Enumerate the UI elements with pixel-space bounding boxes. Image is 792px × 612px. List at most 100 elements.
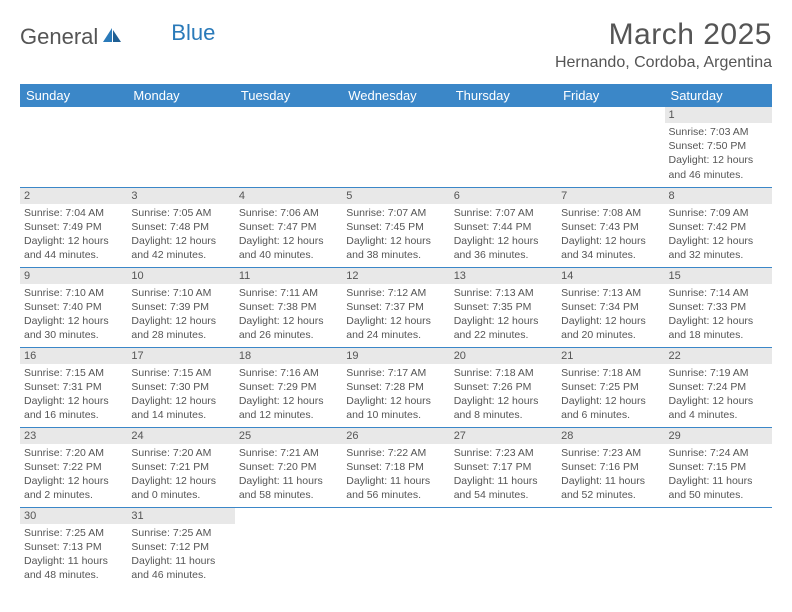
day-content: Sunrise: 7:13 AMSunset: 7:34 PMDaylight:… [557,284,664,347]
daylight-text: and 38 minutes. [346,248,445,262]
calendar-cell: 16Sunrise: 7:15 AMSunset: 7:31 PMDayligh… [20,347,127,427]
day-number-empty [450,508,557,524]
sunrise-text: Sunrise: 7:12 AM [346,286,445,300]
day-number: 20 [450,348,557,364]
day-content: Sunrise: 7:21 AMSunset: 7:20 PMDaylight:… [235,444,342,507]
sunrise-text: Sunrise: 7:25 AM [24,526,123,540]
daylight-text: and 46 minutes. [131,568,230,582]
sunset-text: Sunset: 7:15 PM [669,460,768,474]
day-content: Sunrise: 7:15 AMSunset: 7:31 PMDaylight:… [20,364,127,427]
day-content: Sunrise: 7:06 AMSunset: 7:47 PMDaylight:… [235,204,342,267]
sunset-text: Sunset: 7:34 PM [561,300,660,314]
day-number-empty [20,107,127,123]
day-number: 28 [557,428,664,444]
title-block: March 2025 Hernando, Cordoba, Argentina [555,18,772,72]
calendar-cell: 31Sunrise: 7:25 AMSunset: 7:12 PMDayligh… [127,507,234,587]
daylight-text: and 54 minutes. [454,488,553,502]
sunrise-text: Sunrise: 7:24 AM [669,446,768,460]
day-content: Sunrise: 7:22 AMSunset: 7:18 PMDaylight:… [342,444,449,507]
day-number: 10 [127,268,234,284]
day-content: Sunrise: 7:19 AMSunset: 7:24 PMDaylight:… [665,364,772,427]
daylight-text: Daylight: 12 hours [561,394,660,408]
sunset-text: Sunset: 7:21 PM [131,460,230,474]
calendar-week-row: 1 Sunrise: 7:03 AMSunset: 7:50 PMDaylight… [20,107,772,187]
daylight-text: Daylight: 12 hours [561,314,660,328]
daylight-text: Daylight: 11 hours [131,554,230,568]
daylight-text: and 8 minutes. [454,408,553,422]
day-content: Sunrise: 7:25 AMSunset: 7:12 PMDaylight:… [127,524,234,587]
sunrise-text: Sunrise: 7:16 AM [239,366,338,380]
daylight-text: and 6 minutes. [561,408,660,422]
daylight-text: Daylight: 11 hours [561,474,660,488]
page-title: March 2025 [555,18,772,52]
calendar-cell [342,107,449,187]
daylight-text: and 20 minutes. [561,328,660,342]
daylight-text: Daylight: 11 hours [239,474,338,488]
sunrise-text: Sunrise: 7:03 AM [669,125,768,139]
day-number: 7 [557,188,664,204]
day-content: Sunrise: 7:23 AMSunset: 7:16 PMDaylight:… [557,444,664,507]
logo-text-blue: Blue [171,20,215,46]
calendar-cell: 26Sunrise: 7:22 AMSunset: 7:18 PMDayligh… [342,427,449,507]
calendar-cell: 1 Sunrise: 7:03 AMSunset: 7:50 PMDaylight… [665,107,772,187]
day-content: Sunrise: 7:20 AMSunset: 7:21 PMDaylight:… [127,444,234,507]
sunset-text: Sunset: 7:17 PM [454,460,553,474]
calendar-cell [235,507,342,587]
day-number-empty [127,107,234,123]
sunset-text: Sunset: 7:49 PM [24,220,123,234]
daylight-text: and 12 minutes. [239,408,338,422]
daylight-text: and 48 minutes. [24,568,123,582]
day-content: Sunrise: 7:10 AMSunset: 7:40 PMDaylight:… [20,284,127,347]
daylight-text: Daylight: 11 hours [669,474,768,488]
header: General Blue March 2025 Hernando, Cordob… [20,18,772,72]
weekday-header: Saturday [665,84,772,107]
day-number: 1 [665,107,772,123]
day-number-empty [557,107,664,123]
daylight-text: and 32 minutes. [669,248,768,262]
daylight-text: and 24 minutes. [346,328,445,342]
daylight-text: and 22 minutes. [454,328,553,342]
day-number: 31 [127,508,234,524]
daylight-text: Daylight: 12 hours [454,234,553,248]
day-number-empty [665,508,772,524]
day-number: 17 [127,348,234,364]
sunrise-text: Sunrise: 7:20 AM [131,446,230,460]
sunset-text: Sunset: 7:30 PM [131,380,230,394]
calendar-cell: 24Sunrise: 7:20 AMSunset: 7:21 PMDayligh… [127,427,234,507]
sunrise-text: Sunrise: 7:20 AM [24,446,123,460]
daylight-text: Daylight: 12 hours [24,314,123,328]
weekday-header: Wednesday [342,84,449,107]
daylight-text: and 28 minutes. [131,328,230,342]
sunset-text: Sunset: 7:26 PM [454,380,553,394]
daylight-text: and 26 minutes. [239,328,338,342]
day-content: Sunrise: 7:12 AMSunset: 7:37 PMDaylight:… [342,284,449,347]
sunset-text: Sunset: 7:42 PM [669,220,768,234]
sunset-text: Sunset: 7:37 PM [346,300,445,314]
day-content: Sunrise: 7:23 AMSunset: 7:17 PMDaylight:… [450,444,557,507]
calendar-cell: 8Sunrise: 7:09 AMSunset: 7:42 PMDaylight… [665,187,772,267]
sunset-text: Sunset: 7:50 PM [669,139,768,153]
daylight-text: Daylight: 12 hours [669,153,768,167]
daylight-text: and 34 minutes. [561,248,660,262]
sunrise-text: Sunrise: 7:08 AM [561,206,660,220]
sunset-text: Sunset: 7:13 PM [24,540,123,554]
sunrise-text: Sunrise: 7:10 AM [24,286,123,300]
daylight-text: and 56 minutes. [346,488,445,502]
daylight-text: Daylight: 12 hours [669,234,768,248]
calendar-cell: 28Sunrise: 7:23 AMSunset: 7:16 PMDayligh… [557,427,664,507]
day-number: 27 [450,428,557,444]
sunset-text: Sunset: 7:20 PM [239,460,338,474]
calendar-cell: 4Sunrise: 7:06 AMSunset: 7:47 PMDaylight… [235,187,342,267]
day-content: Sunrise: 7:08 AMSunset: 7:43 PMDaylight:… [557,204,664,267]
daylight-text: and 46 minutes. [669,168,768,182]
day-content: Sunrise: 7:25 AMSunset: 7:13 PMDaylight:… [20,524,127,587]
day-number-empty [342,107,449,123]
day-content: Sunrise: 7:04 AMSunset: 7:49 PMDaylight:… [20,204,127,267]
daylight-text: Daylight: 12 hours [24,474,123,488]
sunrise-text: Sunrise: 7:22 AM [346,446,445,460]
calendar-cell: 27Sunrise: 7:23 AMSunset: 7:17 PMDayligh… [450,427,557,507]
sunset-text: Sunset: 7:39 PM [131,300,230,314]
sunrise-text: Sunrise: 7:11 AM [239,286,338,300]
day-content: Sunrise: 7:16 AMSunset: 7:29 PMDaylight:… [235,364,342,427]
calendar-cell: 29Sunrise: 7:24 AMSunset: 7:15 PMDayligh… [665,427,772,507]
